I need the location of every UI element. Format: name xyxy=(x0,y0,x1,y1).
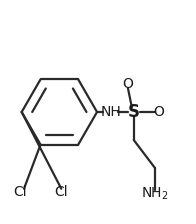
Text: O: O xyxy=(122,77,133,91)
Text: O: O xyxy=(153,105,164,119)
Text: NH$_2$: NH$_2$ xyxy=(141,186,169,202)
Text: NH: NH xyxy=(100,105,121,119)
Text: Cl: Cl xyxy=(13,185,26,199)
Text: S: S xyxy=(128,103,140,121)
Text: Cl: Cl xyxy=(54,185,68,199)
